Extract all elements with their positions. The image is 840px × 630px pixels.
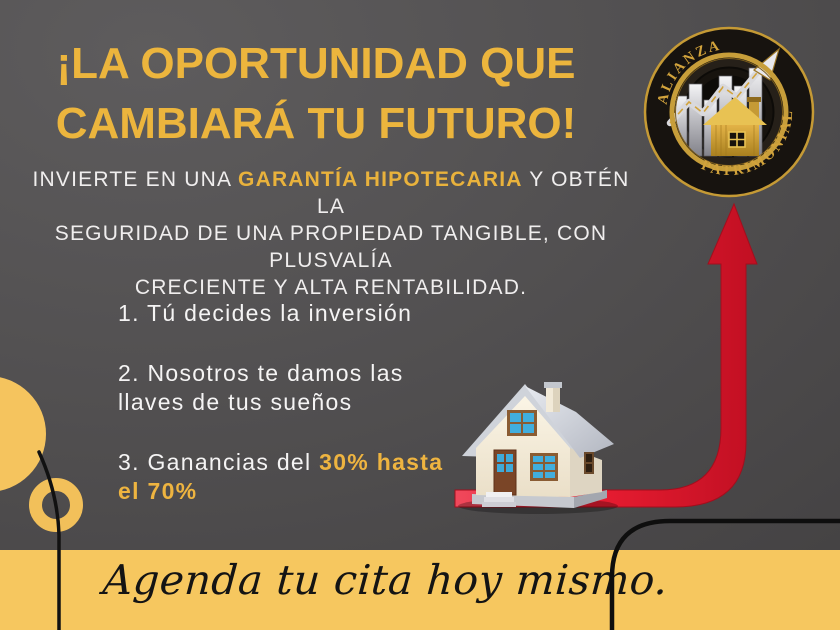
benefits-list: 1. Tú decides la inversión 2. Nosotros t… <box>118 299 478 537</box>
window-pane <box>533 456 543 462</box>
window-pane <box>533 472 543 478</box>
title-line-2: CAMBIARÁ TU FUTURO! <box>55 99 577 148</box>
logo-ring-bevel <box>675 58 783 166</box>
window-pane <box>586 464 592 472</box>
logo-trend-arrow-icon <box>666 47 781 127</box>
growth-arrow-graphic <box>454 202 758 508</box>
decorative-ring <box>29 478 83 532</box>
list-item: 2. Nosotros te damos las llaves de tus s… <box>118 359 478 417</box>
benefit-1-line-1: 1. Tú decides la inversión <box>118 300 413 326</box>
door-pane <box>497 464 504 472</box>
window-pane <box>510 424 521 433</box>
chimney-cap <box>544 382 562 388</box>
house-graphic <box>458 382 618 514</box>
subtitle: INVIERTE EN UNA GARANTÍA HIPOTECARIA Y O… <box>20 166 642 301</box>
door-pane <box>506 454 513 462</box>
side-window <box>584 452 594 474</box>
window-pane <box>545 472 555 478</box>
logo-house-icon <box>703 97 767 156</box>
door-pane <box>506 464 513 472</box>
list-item: 1. Tú decides la inversión <box>118 299 478 328</box>
house-base-side <box>574 490 607 508</box>
window-pane <box>545 464 555 470</box>
title-line-1: ¡LA OPORTUNIDAD QUE <box>56 39 576 88</box>
brand-logo: ALIANZA PATRIMONIAL <box>643 26 815 198</box>
benefit-3-line-1: 3. Ganancias del 30% hasta <box>118 448 478 477</box>
cta-text: Agenda tu cita hoy mismo. <box>101 556 670 604</box>
cta-banner: Agenda tu cita hoy mismo. <box>0 550 840 630</box>
logo-gold-ring <box>669 52 789 172</box>
window-pane <box>533 464 543 470</box>
benefit-3-highlight: el 70% <box>118 478 198 504</box>
window-pane <box>510 413 521 422</box>
list-item: 3. Ganancias del 30% hasta el 70% <box>118 448 478 506</box>
subtitle-text: Y OBTÉN LA <box>316 168 630 218</box>
decorative-circle <box>0 376 46 492</box>
subtitle-text: INVIERTE EN UNA <box>32 168 239 191</box>
door-pane <box>497 454 504 462</box>
window-pane <box>523 413 534 422</box>
window-pane <box>545 456 555 462</box>
window-pane <box>523 424 534 433</box>
page-title: ¡LA OPORTUNIDAD QUE CAMBIARÁ TU FUTURO! <box>0 34 632 154</box>
step <box>482 502 516 507</box>
subtitle-highlight: GARANTÍA HIPOTECARIA <box>238 168 523 191</box>
subtitle-line-2: SEGURIDAD DE UNA PROPIEDAD TANGIBLE, CON… <box>54 222 608 272</box>
step <box>486 492 512 497</box>
subtitle-line-1: INVIERTE EN UNA GARANTÍA HIPOTECARIA Y O… <box>20 166 642 220</box>
benefit-3-line-2: el 70% <box>118 477 478 506</box>
benefit-2-line-1: 2. Nosotros te damos las <box>118 360 404 386</box>
benefit-3-highlight: 30% hasta <box>319 449 444 475</box>
chimney-shade <box>553 386 560 412</box>
arrow-shape <box>454 202 758 508</box>
benefit-3-text: 3. Ganancias del <box>118 449 320 475</box>
subtitle-line-3: CRECIENTE Y ALTA RENTABILIDAD. <box>134 276 528 299</box>
benefit-2-line-2: llaves de tus sueños <box>118 389 353 415</box>
window-pane <box>586 454 592 462</box>
step <box>484 497 514 502</box>
